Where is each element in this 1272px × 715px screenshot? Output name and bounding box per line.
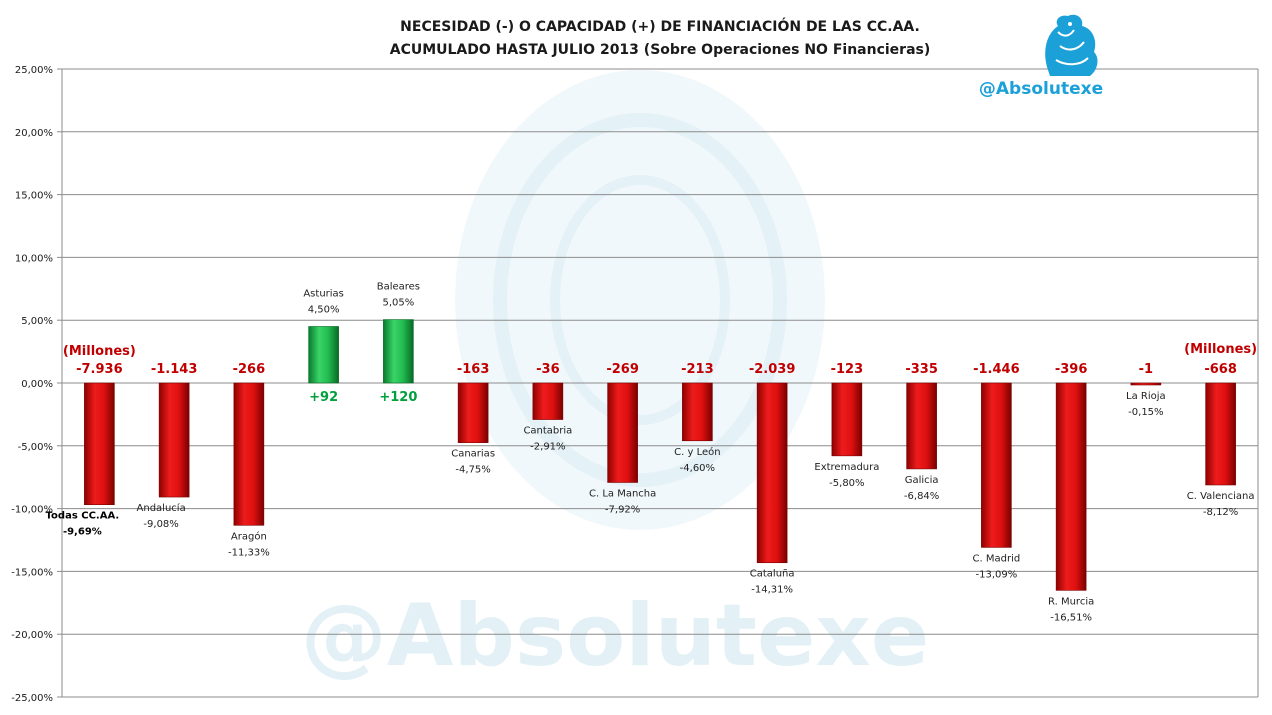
y-tick-label: -10,00% <box>11 505 53 516</box>
value-label: -2,91% <box>530 442 565 453</box>
category-label: Cataluña <box>750 569 795 580</box>
bar <box>1055 382 1087 591</box>
millions-label: -123 <box>831 362 864 377</box>
value-label: -4,60% <box>680 463 715 474</box>
category-label: Aragón <box>231 530 267 542</box>
bars <box>84 319 1236 591</box>
value-label: -11,33% <box>228 547 270 558</box>
millions-label: -668 <box>1204 362 1237 377</box>
millions-label: -335 <box>905 362 938 377</box>
bar <box>1205 382 1236 486</box>
bar <box>981 382 1012 548</box>
millions-label: +120 <box>379 390 417 405</box>
millions-annotation: (Millones) <box>63 344 136 359</box>
y-tick-label: 0,00% <box>21 379 53 390</box>
millions-label: -2.039 <box>749 362 796 377</box>
bar <box>831 382 863 457</box>
millions-label: -269 <box>606 362 639 377</box>
y-tick-label: 15,00% <box>15 191 53 202</box>
millions-label: -1 <box>1139 362 1153 377</box>
bar <box>158 382 190 498</box>
bar <box>532 382 564 420</box>
category-label: La Rioja <box>1126 391 1166 402</box>
category-label: C. Madrid <box>973 553 1021 564</box>
y-tick-label: -15,00% <box>11 567 53 578</box>
category-label: C. y León <box>674 446 720 458</box>
category-label: Todas CC.AA. <box>46 511 120 522</box>
bar <box>383 319 414 384</box>
bar <box>233 382 265 526</box>
bar <box>756 382 788 564</box>
millions-label: +92 <box>309 390 338 405</box>
watermark-text: @Absolutexe <box>301 586 929 686</box>
y-axis-ticks: 25,00% 20,00% 15,00% 10,00% 5,00% 0,00% -5,00%… <box>11 65 53 704</box>
category-label: Galicia <box>905 475 939 486</box>
value-label: -14,31% <box>751 585 793 596</box>
category-label: Asturias <box>303 288 344 299</box>
category-label: Andalucía <box>137 502 186 514</box>
millions-label: -1.143 <box>151 362 198 377</box>
value-label: -13,09% <box>976 569 1018 580</box>
millions-label: -396 <box>1055 362 1088 377</box>
millions-label: -266 <box>233 362 266 377</box>
value-label: -9,69% <box>63 527 102 538</box>
y-tick-label: 20,00% <box>15 128 53 139</box>
value-label: -7,92% <box>605 504 640 515</box>
value-label: -9,08% <box>143 519 178 530</box>
value-label: -6,84% <box>904 491 939 502</box>
category-label: Cantabria <box>523 426 572 437</box>
value-label: 5,05% <box>382 298 414 309</box>
value-label: -4,75% <box>455 465 490 476</box>
chart-title-line2: ACUMULADO HASTA JULIO 2013 (Sobre Operac… <box>390 42 931 58</box>
value-label: -0,15% <box>1128 407 1163 418</box>
millions-label: -7.936 <box>76 362 123 377</box>
chart-title-line1: NECESIDAD (-) O CAPACIDAD (+) DE FINANCI… <box>400 17 920 35</box>
bar <box>308 326 339 384</box>
bar <box>84 382 115 506</box>
griffin-logo-icon <box>1045 14 1098 77</box>
value-label: -16,51% <box>1050 612 1092 623</box>
category-label: Extremadura <box>814 462 879 473</box>
category-label: C. La Mancha <box>589 488 656 499</box>
category-label: Canarias <box>451 449 495 460</box>
millions-annotation: (Millones) <box>1184 342 1257 357</box>
millions-label: -36 <box>536 362 560 377</box>
y-tick-label: 10,00% <box>15 253 53 264</box>
bar <box>682 382 713 442</box>
category-label: Baleares <box>377 282 420 293</box>
y-tick-label: 5,00% <box>21 316 53 327</box>
millions-label: -163 <box>457 362 490 377</box>
category-label: C. Valenciana <box>1187 491 1255 502</box>
y-tick-label: -20,00% <box>11 630 53 641</box>
category-label: R. Murcia <box>1048 596 1094 607</box>
y-tick-label: -25,00% <box>11 693 53 704</box>
bar <box>607 382 638 483</box>
twitter-handle: @Absolutexe <box>979 79 1103 99</box>
millions-label: -1.446 <box>973 362 1020 377</box>
bar-labels: Todas CC.AA. -9,69% -7.936 Andalucía -9,08% -… <box>46 282 1258 624</box>
value-label: -8,12% <box>1203 507 1238 518</box>
value-label: 4,50% <box>308 304 340 315</box>
y-tick-label: 25,00% <box>15 65 53 76</box>
bar <box>1130 382 1162 386</box>
millions-label: -213 <box>681 362 714 377</box>
bar <box>906 382 937 470</box>
bar <box>457 382 489 443</box>
value-label: -5,80% <box>829 478 864 489</box>
y-tick-label: -5,00% <box>18 442 53 453</box>
